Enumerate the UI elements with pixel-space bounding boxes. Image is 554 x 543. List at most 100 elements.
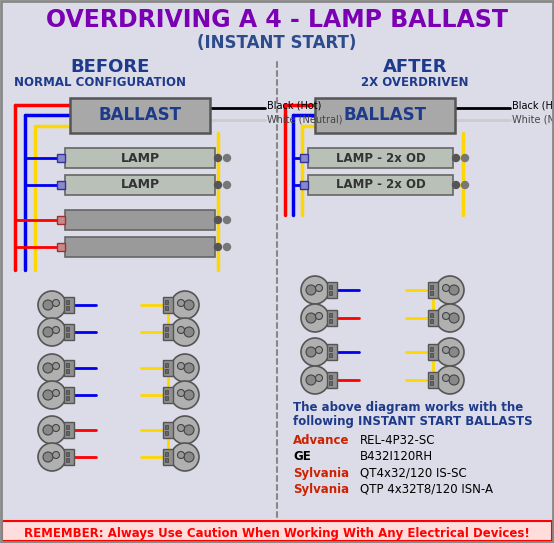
Bar bbox=[428, 372, 438, 388]
Circle shape bbox=[301, 366, 329, 394]
Circle shape bbox=[53, 363, 59, 369]
Bar bbox=[163, 449, 173, 465]
Bar bbox=[66, 306, 69, 310]
Circle shape bbox=[443, 346, 449, 353]
Circle shape bbox=[38, 318, 66, 346]
Circle shape bbox=[461, 181, 469, 188]
Bar bbox=[329, 313, 332, 317]
Bar bbox=[308, 175, 453, 195]
Bar bbox=[66, 425, 69, 429]
Circle shape bbox=[453, 155, 459, 161]
Circle shape bbox=[214, 217, 222, 224]
Bar bbox=[165, 306, 168, 310]
Text: Black (Hot): Black (Hot) bbox=[512, 101, 554, 111]
Bar bbox=[329, 291, 332, 295]
Bar bbox=[163, 297, 173, 313]
Circle shape bbox=[38, 354, 66, 382]
Bar bbox=[57, 216, 65, 224]
Bar bbox=[64, 360, 74, 376]
Bar bbox=[329, 319, 332, 323]
Bar bbox=[430, 313, 433, 317]
Circle shape bbox=[214, 181, 222, 188]
Circle shape bbox=[43, 300, 53, 310]
Circle shape bbox=[443, 285, 449, 292]
Text: AFTER: AFTER bbox=[383, 58, 447, 76]
Circle shape bbox=[461, 155, 469, 161]
Text: LAMP - 2x OD: LAMP - 2x OD bbox=[336, 151, 425, 165]
Text: OVERDRIVING A 4 - LAMP BALLAST: OVERDRIVING A 4 - LAMP BALLAST bbox=[46, 8, 508, 32]
Bar bbox=[66, 390, 69, 394]
Bar bbox=[327, 310, 337, 326]
Bar bbox=[70, 98, 210, 133]
Circle shape bbox=[184, 327, 194, 337]
Circle shape bbox=[43, 363, 53, 373]
Circle shape bbox=[177, 389, 184, 396]
Circle shape bbox=[223, 181, 230, 188]
Text: following INSTANT START BALLASTS: following INSTANT START BALLASTS bbox=[293, 415, 532, 428]
Circle shape bbox=[53, 300, 59, 306]
Circle shape bbox=[184, 390, 194, 400]
Bar bbox=[64, 297, 74, 313]
Bar bbox=[64, 422, 74, 438]
Bar bbox=[430, 291, 433, 295]
Circle shape bbox=[53, 326, 59, 333]
Bar bbox=[327, 344, 337, 360]
Text: REL-4P32-SC: REL-4P32-SC bbox=[360, 434, 435, 447]
Bar bbox=[57, 181, 65, 189]
Circle shape bbox=[214, 243, 222, 250]
Circle shape bbox=[184, 363, 194, 373]
Bar bbox=[430, 381, 433, 385]
Circle shape bbox=[315, 375, 322, 382]
Text: 2X OVERDRIVEN: 2X OVERDRIVEN bbox=[361, 75, 469, 89]
Text: QT4x32/120 IS-SC: QT4x32/120 IS-SC bbox=[360, 466, 467, 479]
Bar bbox=[430, 375, 433, 379]
Text: LAMP - 2x OD: LAMP - 2x OD bbox=[336, 179, 425, 192]
Bar bbox=[165, 327, 168, 331]
Circle shape bbox=[53, 425, 59, 432]
Bar bbox=[165, 300, 168, 304]
Circle shape bbox=[449, 285, 459, 295]
Bar bbox=[66, 431, 69, 435]
Bar bbox=[65, 210, 215, 230]
Circle shape bbox=[53, 451, 59, 458]
Bar bbox=[66, 452, 69, 456]
Bar bbox=[329, 347, 332, 351]
Bar bbox=[165, 333, 168, 337]
Circle shape bbox=[315, 285, 322, 292]
Circle shape bbox=[184, 300, 194, 310]
Circle shape bbox=[171, 381, 199, 409]
Circle shape bbox=[171, 318, 199, 346]
Circle shape bbox=[171, 291, 199, 319]
Bar bbox=[163, 387, 173, 403]
Circle shape bbox=[177, 425, 184, 432]
Bar bbox=[57, 243, 65, 251]
Circle shape bbox=[449, 313, 459, 323]
Bar bbox=[2, 521, 552, 541]
Bar bbox=[428, 344, 438, 360]
Text: Advance: Advance bbox=[293, 434, 350, 447]
Circle shape bbox=[38, 381, 66, 409]
Circle shape bbox=[43, 452, 53, 462]
Circle shape bbox=[315, 346, 322, 353]
Circle shape bbox=[223, 217, 230, 224]
Bar bbox=[165, 390, 168, 394]
Bar bbox=[165, 369, 168, 373]
Bar bbox=[57, 154, 65, 162]
Text: Black (Hot): Black (Hot) bbox=[267, 101, 321, 111]
Bar bbox=[65, 175, 215, 195]
Bar bbox=[163, 324, 173, 340]
Bar bbox=[66, 396, 69, 400]
Bar bbox=[165, 363, 168, 367]
Circle shape bbox=[177, 300, 184, 306]
Circle shape bbox=[38, 416, 66, 444]
Text: REMEMBER: Always Use Caution When Working With Any Electrical Devices!: REMEMBER: Always Use Caution When Workin… bbox=[24, 527, 530, 540]
Circle shape bbox=[177, 363, 184, 369]
Circle shape bbox=[436, 304, 464, 332]
Circle shape bbox=[223, 243, 230, 250]
Circle shape bbox=[43, 425, 53, 435]
Bar bbox=[329, 353, 332, 357]
Text: White (Neutral): White (Neutral) bbox=[512, 115, 554, 125]
Text: The above diagram works with the: The above diagram works with the bbox=[293, 401, 523, 414]
Bar bbox=[65, 237, 215, 257]
Text: LAMP: LAMP bbox=[120, 179, 160, 192]
